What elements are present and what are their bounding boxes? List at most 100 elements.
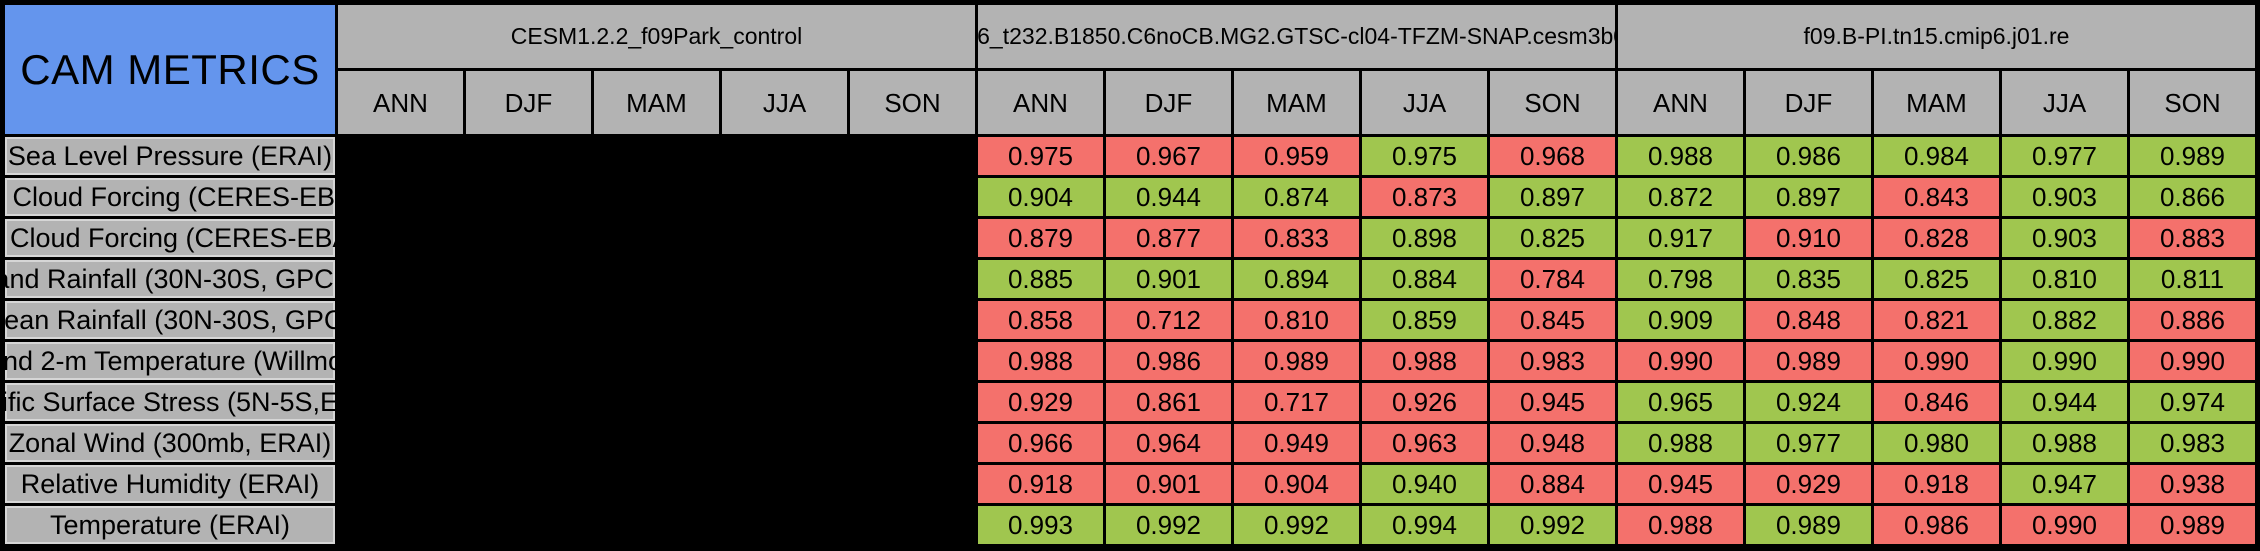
metric-value-cell: 0.885 <box>978 260 1103 298</box>
metric-value-cell: 0.926 <box>1362 383 1487 421</box>
metric-value-cell: 0.988 <box>1618 137 1743 175</box>
metric-value-cell: 0.901 <box>1106 465 1231 503</box>
metric-value-cell: 0.874 <box>1234 178 1359 216</box>
metric-value-cell: 0.861 <box>1106 383 1231 421</box>
metric-value-cell <box>466 260 591 298</box>
metric-value-cell <box>850 260 975 298</box>
metric-value-cell: 0.828 <box>1874 219 1999 257</box>
metric-value-cell <box>850 178 975 216</box>
metric-value-cell: 0.810 <box>2002 260 2127 298</box>
metric-value-cell: 0.986 <box>1746 137 1871 175</box>
metric-value-cell: 0.798 <box>1618 260 1743 298</box>
metric-value-cell: 0.947 <box>2002 465 2127 503</box>
metric-value-cell: 0.974 <box>2130 383 2255 421</box>
season-header: MAM <box>1874 71 1999 134</box>
metric-value-cell <box>722 342 847 380</box>
metric-value-cell <box>850 465 975 503</box>
metric-value-cell: 0.717 <box>1234 383 1359 421</box>
metric-value-cell: 0.894 <box>1234 260 1359 298</box>
metric-value-cell: 0.897 <box>1746 178 1871 216</box>
metric-value-cell: 0.903 <box>2002 219 2127 257</box>
metric-value-cell: 0.784 <box>1490 260 1615 298</box>
metric-value-cell: 0.901 <box>1106 260 1231 298</box>
metric-value-cell: 0.990 <box>1874 342 1999 380</box>
metric-value-cell <box>850 219 975 257</box>
metric-value-cell <box>338 424 463 462</box>
metric-value-cell: 0.992 <box>1490 506 1615 544</box>
metric-value-cell: 0.944 <box>1106 178 1231 216</box>
metric-value-cell <box>722 383 847 421</box>
metric-value-cell: 0.983 <box>1490 342 1615 380</box>
metric-row-label: Sea Level Pressure (ERAI) <box>5 137 335 175</box>
metric-value-cell <box>594 342 719 380</box>
metric-value-cell <box>722 137 847 175</box>
metric-value-cell <box>466 137 591 175</box>
metric-value-cell: 0.833 <box>1234 219 1359 257</box>
metric-value-cell: 0.965 <box>1618 383 1743 421</box>
metric-value-cell: 0.975 <box>1362 137 1487 175</box>
metric-value-cell: 0.949 <box>1234 424 1359 462</box>
metric-value-cell <box>338 383 463 421</box>
metric-value-cell: 0.992 <box>1106 506 1231 544</box>
metric-value-cell <box>466 301 591 339</box>
season-header: MAM <box>594 71 719 134</box>
metric-value-cell: 0.843 <box>1874 178 1999 216</box>
metric-value-cell <box>466 219 591 257</box>
metric-value-cell: 0.940 <box>1362 465 1487 503</box>
metric-value-cell: 0.989 <box>2130 137 2255 175</box>
metric-value-cell: 0.897 <box>1490 178 1615 216</box>
metric-value-cell: 0.811 <box>2130 260 2255 298</box>
metric-value-cell: 0.989 <box>1234 342 1359 380</box>
metric-value-cell: 0.810 <box>1234 301 1359 339</box>
metric-value-cell: 0.988 <box>2002 424 2127 462</box>
metric-value-cell <box>594 424 719 462</box>
metric-value-cell <box>722 301 847 339</box>
metric-value-cell: 0.977 <box>2002 137 2127 175</box>
metric-value-cell: 0.980 <box>1874 424 1999 462</box>
metric-value-cell: 0.977 <box>1746 424 1871 462</box>
metric-row-label: Zonal Wind (300mb, ERAI) <box>5 424 335 462</box>
metric-value-cell <box>338 178 463 216</box>
season-header: JJA <box>722 71 847 134</box>
metric-row-label: Land 2-m Temperature (Willmott) <box>5 342 335 380</box>
metric-value-cell <box>466 506 591 544</box>
metric-value-cell: 0.859 <box>1362 301 1487 339</box>
season-header: SON <box>1490 71 1615 134</box>
metric-value-cell <box>850 342 975 380</box>
metric-value-cell <box>338 260 463 298</box>
metric-value-cell: 0.989 <box>1746 506 1871 544</box>
metric-value-cell: 0.825 <box>1490 219 1615 257</box>
metric-value-cell <box>466 178 591 216</box>
metric-value-cell: 0.884 <box>1490 465 1615 503</box>
metric-value-cell: 0.967 <box>1106 137 1231 175</box>
season-header: ANN <box>1618 71 1743 134</box>
metric-value-cell: 0.989 <box>2130 506 2255 544</box>
metric-value-cell <box>466 424 591 462</box>
metric-value-cell: 0.866 <box>2130 178 2255 216</box>
metric-value-cell: 0.872 <box>1618 178 1743 216</box>
metric-value-cell: 0.990 <box>2130 342 2255 380</box>
metric-value-cell <box>594 260 719 298</box>
metric-value-cell: 0.945 <box>1618 465 1743 503</box>
metric-value-cell: 0.968 <box>1490 137 1615 175</box>
metric-value-cell <box>594 219 719 257</box>
metric-value-cell: 0.959 <box>1234 137 1359 175</box>
metric-value-cell: 0.924 <box>1746 383 1871 421</box>
metric-value-cell: 0.835 <box>1746 260 1871 298</box>
metric-value-cell <box>850 383 975 421</box>
metric-value-cell: 0.990 <box>2002 506 2127 544</box>
metric-row-label: Land Rainfall (30N-30S, GPCP) <box>5 260 335 298</box>
metric-row-label: Relative Humidity (ERAI) <box>5 465 335 503</box>
metric-value-cell <box>722 506 847 544</box>
metric-value-cell: 0.883 <box>2130 219 2255 257</box>
season-header: DJF <box>466 71 591 134</box>
metric-value-cell: 0.988 <box>1618 424 1743 462</box>
metric-value-cell: 0.877 <box>1106 219 1231 257</box>
metric-value-cell <box>594 465 719 503</box>
table-corner-title: CAM METRICS <box>5 5 335 134</box>
metric-value-cell: 0.990 <box>1618 342 1743 380</box>
metric-value-cell: 0.989 <box>1746 342 1871 380</box>
season-header: JJA <box>1362 71 1487 134</box>
metric-value-cell: 0.990 <box>2002 342 2127 380</box>
